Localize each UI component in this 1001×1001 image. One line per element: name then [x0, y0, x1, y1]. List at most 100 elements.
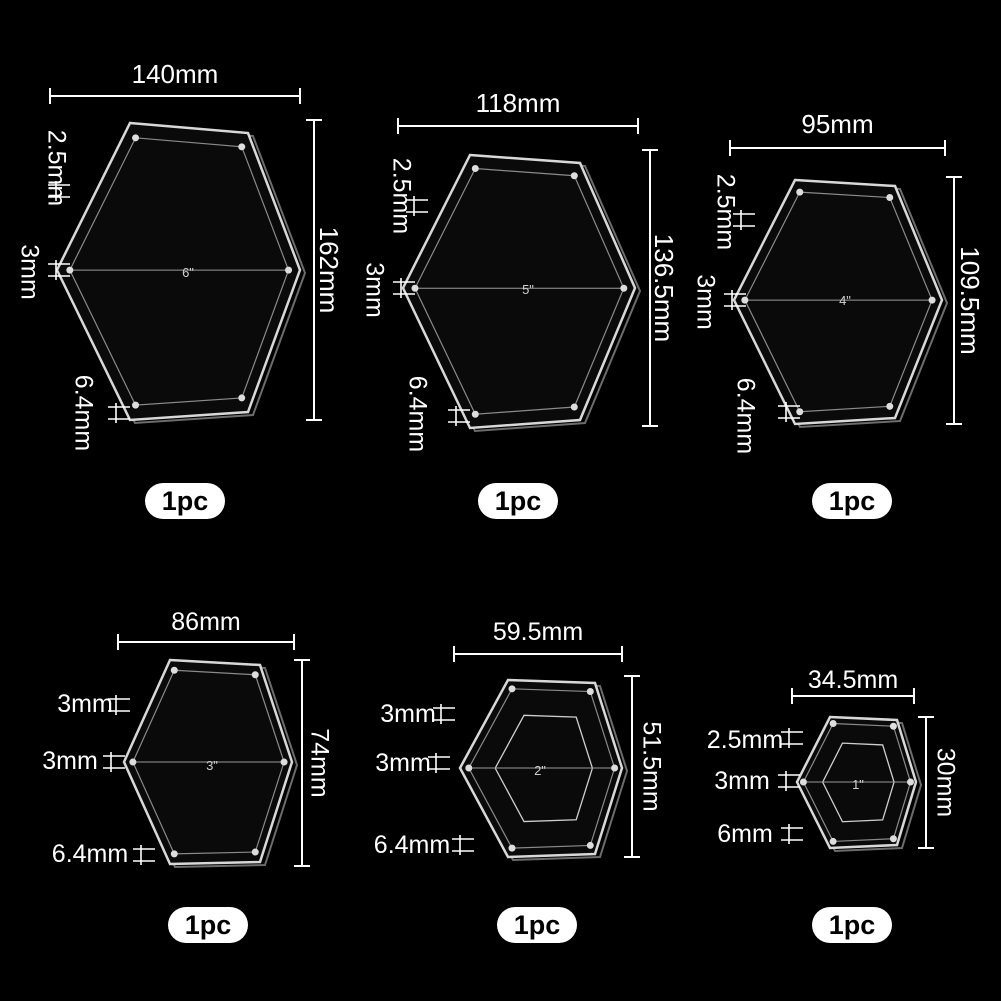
pin-hole	[251, 671, 259, 679]
width-label: 86mm	[171, 608, 240, 636]
pin-hole	[586, 841, 594, 849]
pin-hole	[508, 844, 516, 852]
detail-callout-2: 3mm	[714, 767, 800, 795]
detail-label: 2.5mm	[42, 130, 70, 206]
size-label: 5"	[522, 282, 534, 297]
detail-label: 3mm	[57, 690, 113, 718]
detail-callout-1: 2.5mm	[42, 130, 70, 206]
pin-hole	[238, 143, 246, 151]
detail-callout-2: 3mm	[15, 244, 70, 300]
detail-callout-1: 2.5mm	[387, 158, 428, 234]
pin-hole	[886, 194, 894, 202]
size-label: 3"	[206, 758, 218, 773]
pin-hole	[586, 688, 594, 696]
size-label: 4"	[839, 293, 851, 308]
quantity-badge: 1pc	[812, 907, 892, 943]
detail-label: 3mm	[360, 262, 388, 318]
detail-callout-3: 6.4mm	[69, 375, 130, 451]
pin-hole	[132, 401, 140, 409]
height-label: 74mm	[305, 728, 333, 797]
pin-hole	[620, 284, 628, 292]
pin-hole	[170, 666, 178, 674]
size-label: 1"	[852, 777, 864, 792]
detail-label: 2.5mm	[707, 726, 783, 754]
detail-label: 6.4mm	[403, 376, 431, 452]
detail-label: 6.4mm	[69, 375, 97, 451]
detail-callout-2: 3mm	[375, 749, 450, 777]
product-2: 5" 118mm 136.5mm 2.5mm 3mm 6.4mm	[360, 88, 679, 452]
pin-hole	[886, 402, 894, 410]
pin-hole	[907, 778, 915, 786]
detail-label: 6mm	[717, 820, 773, 848]
detail-callout-1: 2.5mm	[707, 726, 803, 754]
width-label: 118mm	[476, 88, 561, 118]
detail-label: 2.5mm	[711, 174, 739, 250]
detail-callout-2: 3mm	[691, 274, 746, 330]
pin-hole	[928, 296, 936, 304]
product-5: 2" 59.5mm 51.5mm 3mm 3mm 6.4mm	[374, 618, 665, 862]
detail-label: 3mm	[375, 749, 431, 777]
size-label: 6"	[182, 265, 194, 280]
pin-hole	[796, 188, 804, 196]
quantity-badge: 1pc	[145, 483, 225, 519]
detail-label: 2.5mm	[387, 158, 415, 234]
detail-label: 6.4mm	[52, 840, 128, 868]
pin-hole	[508, 685, 516, 693]
detail-callout-2: 3mm	[42, 747, 125, 775]
quantity-badge: 1pc	[478, 483, 558, 519]
detail-label: 6.4mm	[731, 378, 759, 454]
detail-callout-3: 6.4mm	[403, 376, 470, 452]
width-label: 34.5mm	[808, 666, 898, 694]
detail-label: 3mm	[380, 700, 436, 728]
detail-callout-1: 3mm	[380, 700, 455, 728]
pin-hole	[889, 835, 897, 843]
pin-hole	[570, 403, 578, 411]
detail-label: 3mm	[15, 244, 43, 300]
height-label: 109.5mm	[955, 246, 985, 354]
pin-hole	[411, 284, 419, 292]
height-label: 162mm	[314, 227, 344, 314]
pin-hole	[471, 165, 479, 173]
quantity-badge: 1pc	[497, 907, 577, 943]
quantity-badge: 1pc	[812, 483, 892, 519]
quantity-badge: 1pc	[168, 907, 248, 943]
pin-hole	[471, 410, 479, 418]
width-label: 95mm	[801, 109, 873, 139]
pin-hole	[129, 758, 137, 766]
pin-hole	[251, 848, 259, 856]
pin-hole	[66, 266, 74, 274]
detail-callout-3: 6.4mm	[731, 378, 800, 454]
size-label: 2"	[534, 763, 546, 778]
pin-hole	[465, 764, 473, 772]
pin-hole	[796, 408, 804, 416]
product-1: 6" 140mm 162mm 2.5mm 3mm 6.4mm	[15, 59, 344, 451]
detail-callout-3: 6mm	[717, 820, 803, 848]
detail-callout-3: 6.4mm	[374, 831, 474, 859]
width-label: 59.5mm	[493, 618, 583, 646]
width-label: 140mm	[132, 59, 219, 89]
pin-hole	[280, 758, 288, 766]
pin-hole	[829, 720, 837, 728]
detail-label: 6.4mm	[374, 831, 450, 859]
product-6: 1" 34.5mm 30mm 2.5mm 3mm 6mm	[707, 666, 959, 853]
pin-hole	[829, 837, 837, 845]
height-label: 30mm	[931, 748, 959, 817]
acrylic-hexagon	[732, 178, 944, 426]
pin-hole	[741, 296, 749, 304]
pin-hole	[889, 722, 897, 730]
detail-label: 3mm	[714, 767, 770, 795]
pin-hole	[170, 850, 178, 858]
height-label: 51.5mm	[637, 721, 665, 811]
acrylic-hexagon	[55, 121, 302, 422]
product-4: 3" 86mm 74mm 3mm 3mm 6.4mm	[42, 608, 333, 869]
pin-hole	[570, 172, 578, 180]
detail-label: 3mm	[42, 747, 98, 775]
pin-hole	[285, 266, 293, 274]
height-label: 136.5mm	[649, 234, 679, 342]
pin-hole	[799, 778, 807, 786]
detail-callout-3: 6.4mm	[52, 840, 155, 868]
detail-callout-1: 2.5mm	[711, 174, 755, 250]
pin-hole	[611, 764, 619, 772]
product-3: 4" 95mm 109.5mm 2.5mm 3mm 6.4mm	[691, 109, 985, 454]
